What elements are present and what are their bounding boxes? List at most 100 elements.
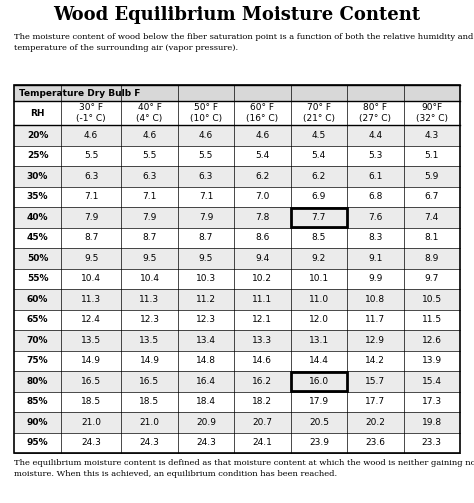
Text: 24.3: 24.3 — [139, 438, 159, 447]
Text: 12.0: 12.0 — [309, 315, 329, 324]
Text: 6.1: 6.1 — [368, 172, 383, 181]
Text: 20.5: 20.5 — [309, 418, 329, 427]
Text: 5.4: 5.4 — [312, 151, 326, 160]
Text: 23.3: 23.3 — [422, 438, 442, 447]
Bar — [14, 371, 460, 391]
Text: 9.4: 9.4 — [255, 254, 270, 263]
Text: 15.4: 15.4 — [422, 377, 442, 386]
Text: 10.8: 10.8 — [365, 295, 385, 304]
Text: 14.4: 14.4 — [309, 356, 329, 365]
Text: 20.7: 20.7 — [253, 418, 273, 427]
Text: 70° F
(21° C): 70° F (21° C) — [303, 103, 335, 123]
Text: 6.3: 6.3 — [199, 172, 213, 181]
Text: 14.6: 14.6 — [253, 356, 273, 365]
Text: 11.3: 11.3 — [81, 295, 101, 304]
Text: 90%: 90% — [27, 418, 48, 427]
Bar — [14, 85, 460, 453]
Text: 12.1: 12.1 — [253, 315, 273, 324]
Text: 13.3: 13.3 — [252, 336, 273, 345]
Text: 4.6: 4.6 — [199, 131, 213, 140]
Text: 12.3: 12.3 — [196, 315, 216, 324]
Text: 6.3: 6.3 — [84, 172, 98, 181]
Text: 14.9: 14.9 — [139, 356, 159, 365]
Text: 7.8: 7.8 — [255, 213, 270, 222]
Text: 12.3: 12.3 — [139, 315, 159, 324]
Text: 7.9: 7.9 — [84, 213, 98, 222]
Text: 60° F
(16° C): 60° F (16° C) — [246, 103, 278, 123]
Text: 85%: 85% — [27, 397, 48, 406]
Text: 24.1: 24.1 — [253, 438, 273, 447]
Text: 10.2: 10.2 — [253, 274, 273, 283]
Text: 13.5: 13.5 — [139, 336, 160, 345]
Text: 8.1: 8.1 — [425, 233, 439, 242]
Text: 16.2: 16.2 — [253, 377, 273, 386]
Bar — [14, 166, 460, 187]
Text: 11.5: 11.5 — [422, 315, 442, 324]
Text: 19.8: 19.8 — [422, 418, 442, 427]
Text: 10.1: 10.1 — [309, 274, 329, 283]
Text: 5.5: 5.5 — [199, 151, 213, 160]
Text: 30° F
(-1° C): 30° F (-1° C) — [76, 103, 106, 123]
Text: 18.5: 18.5 — [139, 397, 160, 406]
Text: 15.7: 15.7 — [365, 377, 385, 386]
Text: 13.4: 13.4 — [196, 336, 216, 345]
Text: 4.6: 4.6 — [142, 131, 156, 140]
Text: 9.1: 9.1 — [368, 254, 383, 263]
Text: 11.3: 11.3 — [139, 295, 160, 304]
Bar — [14, 85, 460, 101]
Text: 75%: 75% — [27, 356, 48, 365]
Bar — [14, 145, 460, 166]
Text: 7.7: 7.7 — [312, 213, 326, 222]
Text: 60%: 60% — [27, 295, 48, 304]
Text: 20%: 20% — [27, 131, 48, 140]
Bar — [14, 85, 460, 453]
Text: 6.3: 6.3 — [142, 172, 157, 181]
Text: 10.4: 10.4 — [81, 274, 101, 283]
Text: 7.0: 7.0 — [255, 192, 270, 201]
Text: 5.4: 5.4 — [255, 151, 270, 160]
Text: 4.4: 4.4 — [368, 131, 383, 140]
Text: 18.5: 18.5 — [81, 397, 101, 406]
Text: 80° F
(27° C): 80° F (27° C) — [359, 103, 392, 123]
Text: 14.2: 14.2 — [365, 356, 385, 365]
Text: 8.6: 8.6 — [255, 233, 270, 242]
Bar — [14, 269, 460, 289]
Bar — [291, 372, 346, 391]
Text: 14.9: 14.9 — [81, 356, 101, 365]
Bar — [14, 125, 460, 145]
Text: RH: RH — [30, 109, 45, 118]
Text: 20.2: 20.2 — [365, 418, 385, 427]
Text: 11.1: 11.1 — [252, 295, 273, 304]
Text: 5.9: 5.9 — [425, 172, 439, 181]
Text: 18.2: 18.2 — [253, 397, 273, 406]
Bar — [14, 309, 460, 330]
Text: 80%: 80% — [27, 377, 48, 386]
Text: 20.9: 20.9 — [196, 418, 216, 427]
Bar — [14, 433, 460, 453]
Text: 6.8: 6.8 — [368, 192, 383, 201]
Bar — [14, 227, 460, 248]
Text: 65%: 65% — [27, 315, 48, 324]
Text: 11.0: 11.0 — [309, 295, 329, 304]
Bar — [14, 207, 460, 227]
Bar — [14, 391, 460, 412]
Text: 16.4: 16.4 — [196, 377, 216, 386]
Text: 5.1: 5.1 — [425, 151, 439, 160]
Text: 9.2: 9.2 — [312, 254, 326, 263]
Text: 9.5: 9.5 — [84, 254, 98, 263]
Bar — [291, 208, 346, 227]
Bar — [14, 248, 460, 269]
Text: 18.4: 18.4 — [196, 397, 216, 406]
Text: 7.1: 7.1 — [199, 192, 213, 201]
Bar — [14, 330, 460, 351]
Text: 9.5: 9.5 — [199, 254, 213, 263]
Text: 7.1: 7.1 — [142, 192, 157, 201]
Text: 11.7: 11.7 — [365, 315, 385, 324]
Text: 4.3: 4.3 — [425, 131, 439, 140]
Text: 6.2: 6.2 — [255, 172, 270, 181]
Text: 7.9: 7.9 — [142, 213, 157, 222]
Text: 12.6: 12.6 — [422, 336, 442, 345]
Text: 5.5: 5.5 — [84, 151, 98, 160]
Text: The moisture content of wood below the fiber saturation point is a function of b: The moisture content of wood below the f… — [14, 33, 474, 52]
Text: 9.9: 9.9 — [368, 274, 383, 283]
